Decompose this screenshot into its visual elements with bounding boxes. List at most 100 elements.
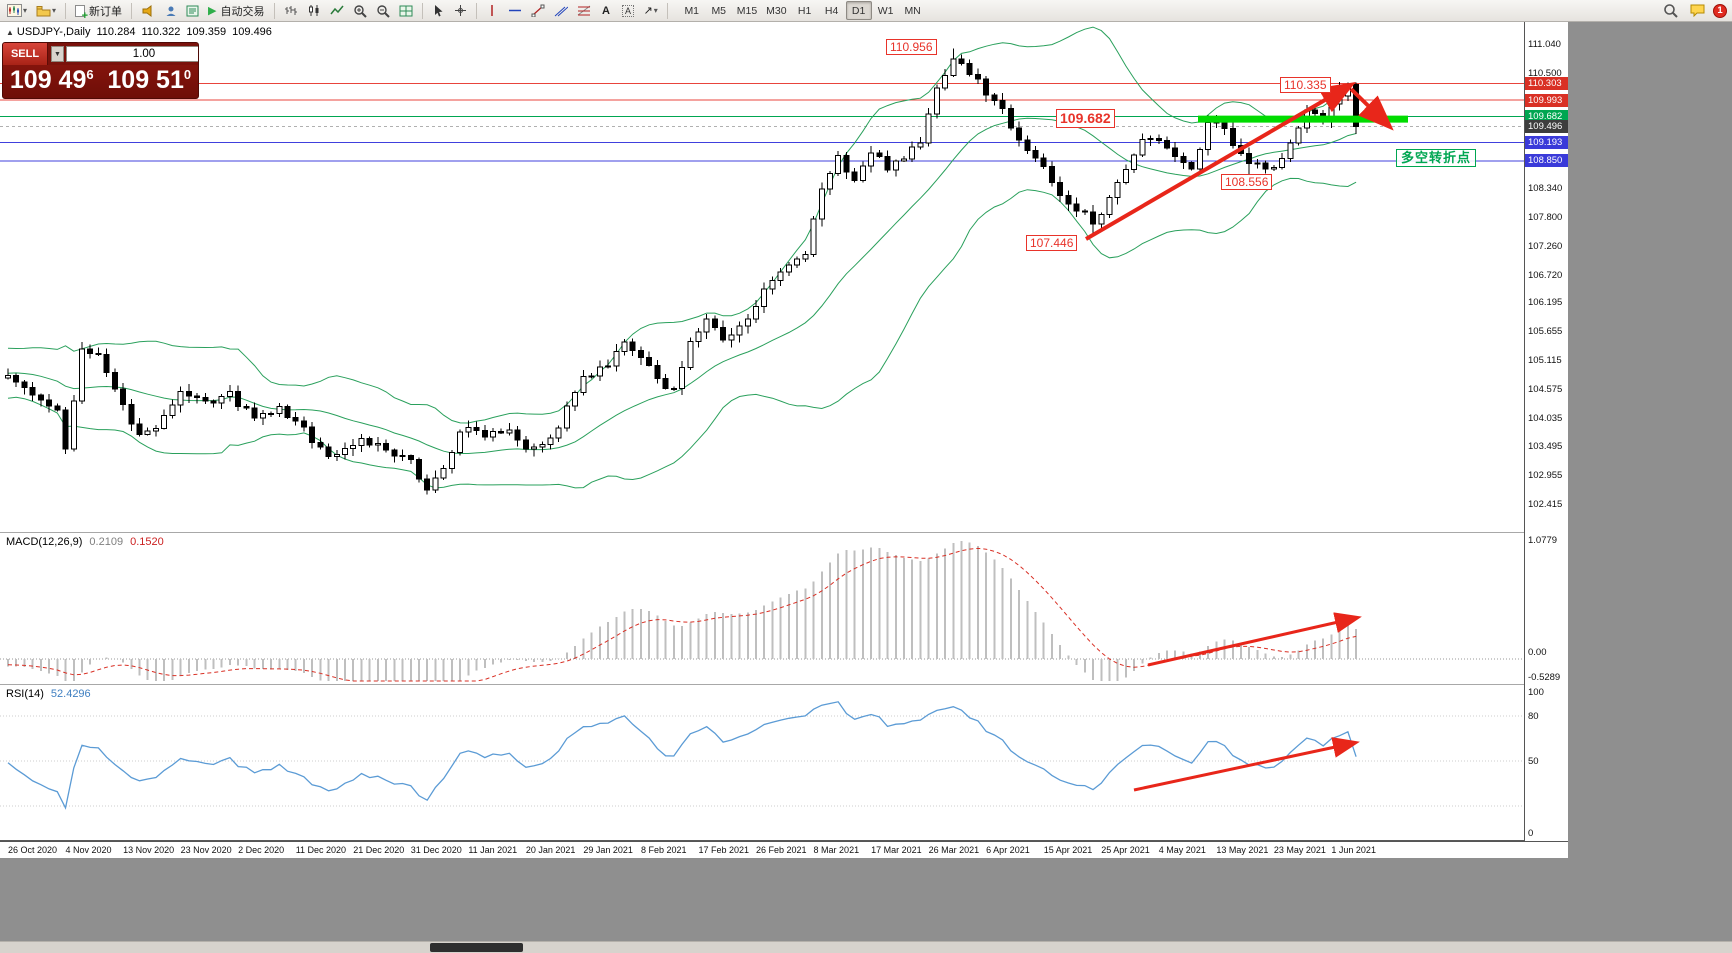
price-axis-label: 111.040 xyxy=(1528,39,1561,51)
chat-bubble-icon xyxy=(1690,4,1705,17)
candlestick-mode-button[interactable] xyxy=(303,1,325,20)
scrollbar-thumb[interactable] xyxy=(430,943,523,952)
date-label: 20 Jan 2021 xyxy=(525,845,576,855)
date-label: 13 May 2021 xyxy=(1216,845,1269,855)
date-label: 4 Nov 2020 xyxy=(65,845,112,855)
cursor-tool-button[interactable] xyxy=(428,1,449,20)
collapse-triangle-icon[interactable]: ▲ xyxy=(6,28,14,37)
toolbar-separator xyxy=(65,2,67,19)
fibonacci-tool[interactable] xyxy=(573,1,595,20)
profiles-folder-icon xyxy=(36,5,51,16)
ohlc-low: 109.359 xyxy=(186,26,227,38)
date-label: 31 Dec 2020 xyxy=(410,845,462,855)
new-order-button[interactable]: + 新订单 xyxy=(71,1,126,21)
alerts-button[interactable] xyxy=(137,1,159,20)
fibonacci-icon xyxy=(577,5,590,16)
price-tag-109.993: 109.993 xyxy=(1525,93,1568,107)
grid-icon xyxy=(399,5,412,16)
timeframe-m5[interactable]: M5 xyxy=(711,4,727,17)
toolbar-separator xyxy=(131,2,133,19)
sell-button[interactable]: SELL xyxy=(3,43,48,65)
price-axis-divider xyxy=(1524,22,1525,841)
ask-price[interactable]: 109 51 0 xyxy=(107,66,192,94)
vertical-line-tool[interactable] xyxy=(482,1,503,20)
autotrading-button[interactable]: ▶ 自动交易 xyxy=(204,1,268,20)
date-label: 11 Dec 2020 xyxy=(295,845,347,855)
toolbar-right-group: 1 xyxy=(1659,1,1729,20)
price-axis-label: 106.195 xyxy=(1528,297,1563,309)
ohlc-high: 110.322 xyxy=(141,26,181,38)
rsi-pane[interactable] xyxy=(0,685,1524,840)
timeframe-m1[interactable]: M1 xyxy=(684,4,700,17)
pane-separator-macd[interactable] xyxy=(0,532,1568,533)
horizontal-line-tool[interactable] xyxy=(504,1,526,20)
timeframe-w1[interactable]: W1 xyxy=(877,4,894,17)
symbol-title: USDJPY-,Daily xyxy=(16,26,91,38)
bar-chart-mode-button[interactable] xyxy=(280,1,302,20)
date-label: 1 Jun 2021 xyxy=(1331,845,1376,855)
price-tag-110.303: 110.303 xyxy=(1525,77,1568,90)
line-chart-mode-button[interactable] xyxy=(326,1,348,20)
navigator-button[interactable] xyxy=(160,1,181,20)
person-icon xyxy=(166,6,176,16)
price-callout-107.446[interactable]: 107.446 xyxy=(1026,235,1078,251)
date-label: 17 Feb 2021 xyxy=(698,845,750,855)
horn-icon xyxy=(142,4,152,17)
price-callout-110.956[interactable]: 110.956 xyxy=(886,39,937,55)
ohlc-close: 109.496 xyxy=(232,26,272,38)
search-icon xyxy=(1664,4,1678,18)
notification-badge[interactable]: 1 xyxy=(1713,3,1727,18)
arrows-tool[interactable]: ↗ ▾ xyxy=(643,5,658,17)
macd-pane[interactable] xyxy=(0,533,1524,684)
timeframe-mn[interactable]: MN xyxy=(904,4,921,17)
price-axis-label: 106.720 xyxy=(1528,269,1563,281)
price-callout-109.682[interactable]: 109.682 xyxy=(1056,109,1115,128)
timeframe-m15[interactable]: M15 xyxy=(736,4,758,17)
price-axis[interactable]: 111.040 110.500 108.340 107.800 107.260 106.7… xyxy=(1525,22,1568,841)
toolbar-separator xyxy=(666,2,668,19)
timeframe-h4[interactable]: H4 xyxy=(824,4,839,17)
date-axis[interactable]: 26 Oct 2020 4 Nov 2020 13 Nov 2020 23 Nov 2… xyxy=(0,841,1568,858)
profiles-button[interactable]: ▾ xyxy=(32,1,60,20)
new-chart-button[interactable]: ▾ xyxy=(3,1,31,20)
timeframe-h1[interactable]: H1 xyxy=(797,4,812,17)
terminal-button[interactable] xyxy=(182,1,203,20)
bar-chart-icon xyxy=(284,6,297,15)
timeframe-d1[interactable]: D1 xyxy=(845,1,872,20)
pane-separator-rsi[interactable] xyxy=(0,684,1568,685)
text-tool[interactable]: A xyxy=(602,4,610,17)
zoom-in-icon xyxy=(353,4,367,18)
zoom-out-button[interactable] xyxy=(372,1,394,20)
one-click-trade-panel: SELL ▼ ▲ BUY 109 496 109 510 xyxy=(2,42,199,99)
new-chart-icon xyxy=(7,4,22,17)
community-button[interactable] xyxy=(1686,1,1709,20)
price-callout-110.335[interactable]: 110.335 xyxy=(1280,77,1331,93)
main-chart-pane[interactable] xyxy=(0,22,1524,532)
crosshair-tool-button[interactable] xyxy=(450,1,471,20)
crosshair-icon xyxy=(454,5,466,16)
date-label: 25 Apr 2021 xyxy=(1101,845,1150,855)
trendline-tool[interactable] xyxy=(527,1,549,20)
price-callout-108.556[interactable]: 108.556 xyxy=(1221,174,1273,190)
horizontal-scrollbar[interactable] xyxy=(0,941,1732,953)
zoom-in-button[interactable] xyxy=(349,1,371,20)
volume-down-button[interactable]: ▼ xyxy=(51,46,64,62)
line-chart-icon xyxy=(329,5,344,15)
autotrading-label: 自动交易 xyxy=(220,5,265,18)
search-button[interactable] xyxy=(1659,1,1682,20)
price-tag-108.850: 108.850 xyxy=(1525,154,1568,168)
vline-icon xyxy=(491,5,493,16)
candlestick-icon xyxy=(308,5,318,16)
toolbar-separator xyxy=(273,2,275,19)
pivot-note-label[interactable]: 多空转折点 xyxy=(1396,149,1477,167)
workspace: 111.040 110.500 108.340 107.800 107.260 106.7… xyxy=(0,22,1732,953)
text-label-tool[interactable]: A xyxy=(618,1,639,20)
annotation-layer: 110.956 110.335 109.682 108.556 107.446 多空转折点 xyxy=(0,22,1568,841)
volume-input[interactable] xyxy=(66,46,198,62)
bid-price[interactable]: 109 49 6 xyxy=(9,66,94,94)
tile-windows-button[interactable] xyxy=(395,1,417,20)
timeframe-group: M1 M5 M15 M30 H1 H4 D1 W1 MN xyxy=(673,1,926,20)
macd-indicator-label: MACD(12,26,9) 0.2109 0.1520 xyxy=(6,536,164,548)
timeframe-m30[interactable]: M30 xyxy=(766,4,787,17)
channel-tool[interactable] xyxy=(550,1,572,20)
